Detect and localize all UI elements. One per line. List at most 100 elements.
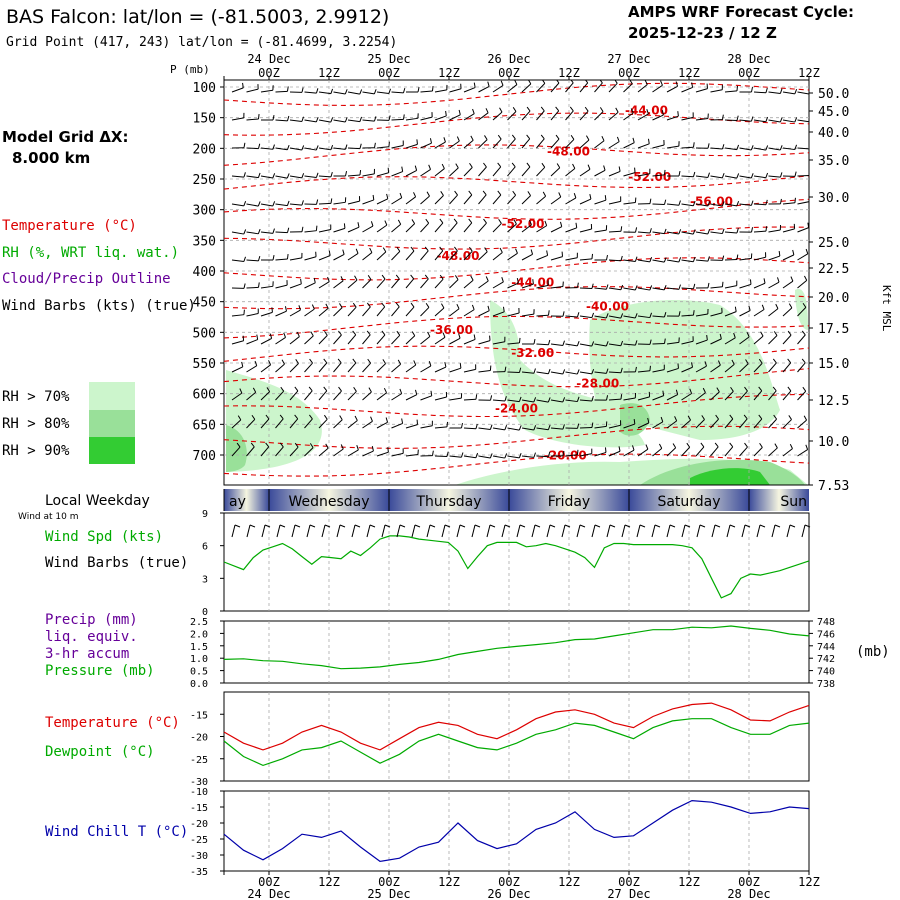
wind-barb — [666, 257, 682, 263]
wind-barb-feather — [313, 277, 316, 283]
wind-barb-feather — [432, 450, 434, 456]
wind-barb-staff — [550, 427, 563, 430]
wind-barb-staff — [536, 284, 549, 289]
surface-wind-barb-staff — [471, 524, 476, 538]
wind-barb — [492, 453, 508, 459]
wind-barb — [246, 308, 259, 317]
legend-cloud: Cloud/Precip Outline — [2, 271, 171, 287]
wind-barb-feather — [243, 142, 246, 148]
wind-barb-feather — [647, 138, 650, 144]
surface-wind-barb-feather — [564, 524, 571, 528]
wind-barb-staff — [347, 174, 361, 177]
precip-axis-tick-label: 2.5 — [190, 617, 208, 628]
wind-barb — [492, 336, 506, 345]
wind-barb-feather — [649, 285, 653, 291]
wind-barb-feather — [707, 256, 710, 262]
wind-barb-feather — [383, 387, 387, 393]
wind-barb-staff — [681, 366, 693, 373]
wind-barb-staff — [623, 202, 636, 205]
wind-barb — [608, 196, 622, 205]
pressure-axis-tick-label: 746 — [817, 629, 835, 640]
wind-barb — [652, 416, 664, 429]
wind-barb-staff — [391, 197, 402, 205]
wind-barb-staff — [797, 334, 806, 345]
wind-barb-staff — [579, 287, 593, 290]
wind-barb-staff — [289, 446, 299, 457]
wind-barb — [536, 310, 550, 317]
wind-barb-feather — [382, 247, 387, 253]
surface-wind-barb-feather — [534, 524, 541, 528]
wind-barb — [666, 141, 680, 149]
wind-barb — [333, 386, 342, 401]
wind-barb — [420, 303, 430, 317]
wind-barb — [782, 415, 792, 429]
wind-barb-staff — [753, 147, 766, 151]
surface-wind-barb-feather — [279, 524, 286, 528]
wind-barb-feather — [272, 173, 276, 179]
wind-barb — [260, 228, 275, 234]
wind-barb — [652, 390, 665, 401]
wind-barb-staff — [376, 451, 389, 457]
wind-barb-feather — [744, 442, 748, 448]
wind-barb-staff — [260, 203, 273, 207]
time-tick-label-top: 12Z — [438, 66, 460, 80]
temperature-contour — [224, 198, 809, 220]
wind-barb — [579, 106, 589, 121]
wind-barb-staff — [652, 369, 665, 373]
surface-wind-barb-feather — [549, 524, 556, 528]
wind-barb-staff — [318, 362, 328, 373]
wind-barb — [275, 86, 289, 93]
chart-title: BAS Falcon: lat/lon = (-81.5003, 2.9912) — [6, 6, 389, 28]
wind-barb-staff — [536, 110, 545, 121]
wind-barb-feather — [344, 89, 348, 95]
wind-barb-feather — [257, 228, 261, 234]
wind-barb-feather — [367, 358, 372, 364]
time-tick-label-bottom: 00Z — [618, 875, 640, 889]
wind-barb — [304, 225, 318, 233]
rh-shading — [226, 289, 808, 485]
surface-wind-barb-staff — [666, 524, 671, 538]
wind-barb — [318, 414, 328, 429]
wind-barb-feather — [733, 332, 736, 338]
wind-barb-feather — [604, 195, 607, 201]
wind-barb-feather — [265, 414, 270, 420]
wind-barb-feather — [663, 312, 667, 318]
wind-barb-staff — [246, 339, 258, 345]
wind-barb — [782, 144, 798, 151]
wind-barb — [362, 89, 377, 95]
wind-barb — [710, 144, 725, 150]
wind-barb-feather — [644, 80, 648, 85]
wind-barb-feather — [323, 414, 328, 420]
wind-barb-feather — [427, 331, 431, 337]
wind-barb — [594, 195, 607, 205]
wind-barb — [710, 360, 721, 373]
wind-barb-staff — [579, 453, 592, 457]
wind-barb — [623, 108, 634, 121]
wind-barb — [304, 386, 313, 401]
wind-barb-staff — [521, 283, 534, 289]
time-tick-label-bottom: 12Z — [558, 875, 580, 889]
wind-barb — [420, 191, 430, 205]
wind-barb-staff — [521, 427, 534, 431]
wind-barb — [275, 144, 290, 151]
wind-barb-staff — [260, 311, 273, 317]
wind-barb-feather — [591, 341, 595, 347]
wind-barb — [753, 414, 763, 429]
wind-barb-feather — [664, 199, 667, 205]
wind-barb-feather — [533, 397, 537, 403]
wind-barb-feather — [541, 80, 546, 84]
wind-barb-staff — [246, 446, 255, 457]
temperature-contour — [224, 175, 809, 190]
wind-barb-staff — [463, 139, 474, 149]
wind-barb-feather — [778, 251, 781, 257]
precip-pressure-panel-frame — [223, 620, 810, 684]
wind-barb — [391, 219, 402, 233]
wind-barb — [434, 303, 445, 317]
wind-barb-feather — [587, 164, 591, 170]
wind-barb — [420, 86, 434, 93]
wind-barb-feather — [487, 305, 490, 311]
wind-barb-staff — [318, 147, 331, 151]
wind-barb — [260, 201, 276, 207]
wind-barb-feather — [542, 191, 547, 197]
wind-barb-feather — [256, 334, 259, 340]
